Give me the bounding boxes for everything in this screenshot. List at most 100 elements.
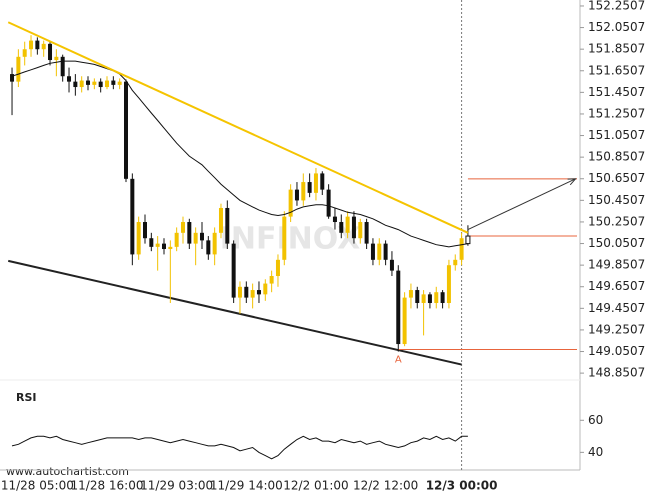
candle-body [269, 276, 274, 284]
candle-body [143, 222, 147, 239]
x-tick-label: 12/3 00:00 [426, 479, 498, 493]
candle-body [92, 81, 97, 85]
candle-body [41, 43, 46, 50]
y-tick-label: 149.4507 [588, 301, 645, 315]
candle-body [244, 286, 249, 298]
candle-body [16, 56, 21, 82]
candle-body [320, 173, 325, 190]
y-tick-label: 151.2507 [588, 106, 645, 120]
candle-body [35, 40, 40, 50]
candle-body [73, 81, 78, 88]
forecast-arrow [467, 178, 576, 231]
candle-body [402, 297, 407, 345]
candle-body [117, 81, 122, 85]
candle-body [130, 178, 135, 255]
candle-body [307, 182, 312, 193]
candle-body [256, 290, 261, 295]
candle-body [60, 56, 65, 77]
candle-body [193, 232, 198, 244]
y-tick-label: 150.0507 [588, 236, 645, 250]
x-tick-label: 11/29 03:00 [140, 479, 213, 493]
arrow-head [567, 178, 577, 186]
candle-body [453, 259, 458, 266]
candle-body [364, 222, 369, 244]
source-label: www.autochartist.com [6, 465, 129, 478]
candle-body [231, 243, 236, 298]
candle-body [48, 43, 53, 61]
candle-body [168, 246, 173, 250]
y-tick-label: 150.2507 [588, 214, 645, 228]
y-tick-label: 150.6507 [588, 171, 645, 185]
candle-body [370, 243, 375, 260]
candle-body [440, 292, 445, 304]
candle-body [427, 294, 432, 304]
y-tick-label: 151.8507 [588, 42, 645, 56]
candle-body [105, 80, 110, 88]
candle-body [212, 232, 217, 255]
candle-body [187, 222, 192, 244]
candle-body [332, 216, 337, 223]
candle-body [263, 283, 268, 295]
x-tick-label: 11/29 14:00 [210, 479, 283, 493]
candle-body [237, 286, 242, 298]
x-tick-label: 12/2 01:00 [283, 479, 348, 493]
trend-line [7, 21, 469, 234]
candle-body [339, 222, 344, 233]
x-tick-label: 12/2 12:00 [353, 479, 418, 493]
candle-body [421, 294, 426, 304]
y-tick-label: 152.2507 [588, 0, 645, 12]
candle-body [136, 222, 141, 255]
candle-body [67, 76, 72, 82]
y-tick-label: 149.6507 [588, 279, 645, 293]
rsi-tick-label: 40 [588, 445, 603, 459]
candle-body [377, 243, 382, 260]
candle-body [275, 259, 280, 277]
y-tick-label: 151.6507 [588, 63, 645, 77]
pattern-point-label: A [395, 355, 402, 366]
candle-body [180, 222, 185, 233]
candle-body [54, 56, 59, 61]
candle-body [396, 270, 401, 345]
moving-average [11, 60, 468, 248]
candle-body [22, 49, 27, 57]
y-tick-label: 148.8507 [588, 366, 645, 380]
candle-body [155, 243, 160, 247]
candle-body [250, 290, 255, 298]
candle-body [345, 216, 350, 233]
candle-body [301, 182, 306, 201]
candle-body [218, 207, 223, 233]
candle-body [351, 216, 356, 239]
candle-body [174, 232, 179, 247]
y-tick-label: 151.0507 [588, 128, 645, 142]
trend-line [8, 259, 462, 366]
candle-body [415, 290, 420, 304]
rsi-line [11, 435, 468, 460]
y-tick-label: 149.0507 [588, 344, 645, 358]
candle-body [149, 238, 154, 247]
candle-body [29, 40, 34, 50]
candle-body [225, 207, 230, 244]
y-tick-label: 152.0507 [588, 20, 645, 34]
candle-body [434, 292, 439, 304]
candle-body [10, 74, 15, 82]
rsi-tick-label: 60 [588, 413, 603, 427]
candle-body [161, 243, 166, 250]
candle-body [199, 232, 204, 241]
candle-body [79, 80, 84, 88]
candle-body [282, 216, 287, 260]
candle-body [459, 238, 464, 260]
candle-body [313, 173, 318, 193]
y-tick-label: 151.4507 [588, 85, 645, 99]
x-tick-label: 11/28 16:00 [71, 479, 144, 493]
candle-body [124, 81, 129, 179]
y-tick-label: 150.4507 [588, 193, 645, 207]
rsi-label: RSI [16, 391, 37, 404]
watermark: INFINOX [220, 222, 361, 257]
candle-body [408, 290, 413, 298]
candle-body [389, 259, 394, 271]
candle-body [98, 81, 103, 88]
candle-body [383, 243, 388, 260]
candle-body [86, 80, 91, 85]
candle-body [288, 189, 293, 217]
